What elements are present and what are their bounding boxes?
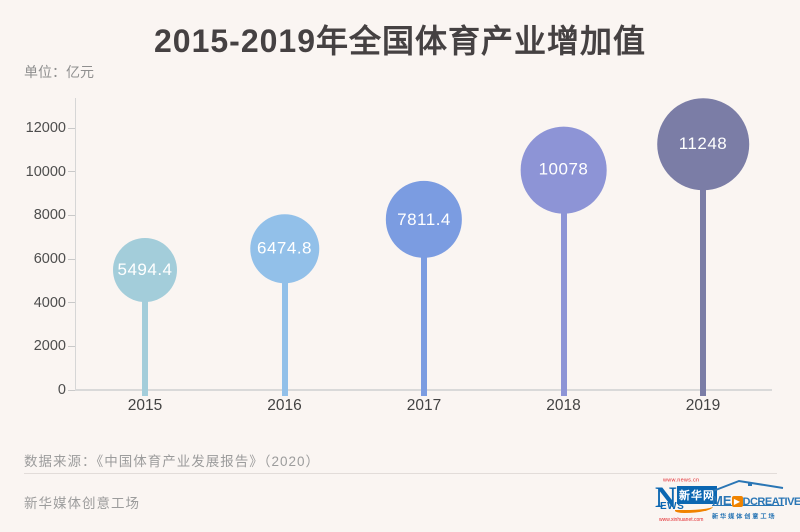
y-tick-label: 6000 [33, 251, 66, 267]
footer-divider [24, 473, 777, 474]
medcreative-rest: DCREATIVE [742, 496, 800, 508]
lollipop-bubble: 6474.8 [249, 213, 320, 284]
lollipop-bubble: 5494.4 [113, 238, 177, 303]
y-tick-label: 0 [57, 382, 66, 398]
chart-title: 2015-2019年全国体育产业增加值 [153, 23, 647, 59]
y-tick-mark [68, 389, 75, 391]
medcreative-me: ME [712, 493, 732, 508]
lollipop-bubble: 11248 [657, 98, 749, 191]
xinhua-news-suffix: EWS [660, 501, 685, 512]
lollipop-stem [700, 144, 706, 396]
y-tick-mark [68, 345, 75, 347]
xinhua-name-box: 新华网 [677, 486, 717, 504]
unit-label: 单位：亿元 [24, 64, 94, 80]
xinhua-logo-mark: N 新华网 EWS [655, 481, 718, 515]
lollipop-stem [281, 248, 288, 396]
y-axis [75, 98, 76, 391]
xinhua-url-top: www.news.cn [663, 477, 700, 484]
y-tick-mark [68, 214, 75, 216]
xinhua-url-bottom: www.xinhuanet.com [659, 517, 704, 523]
y-tick-label: 10000 [25, 163, 66, 180]
studio-name: 新华媒体创意工场 [24, 496, 140, 511]
x-tick-label: 2019 [685, 397, 721, 414]
lollipop-stem [142, 270, 148, 396]
x-tick-label: 2015 [127, 397, 163, 414]
lollipop-bubble: 10078 [520, 126, 607, 214]
x-tick-label: 2017 [406, 397, 442, 414]
x-tick-label: 2018 [546, 397, 581, 414]
y-tick-mark [68, 127, 75, 129]
y-tick-label: 8000 [33, 207, 66, 224]
y-tick-label: 12000 [25, 120, 66, 136]
lollipop-stem [560, 169, 567, 396]
medcreative-logo: ME ▶ DCREATIVE 新华媒体创意工场 [712, 479, 800, 525]
xinhuanet-logo: www.news.cn N 新华网 EWS www.xinhuanet.com [655, 477, 718, 525]
data-source: 数据来源：《中国体育产业发展报告》（2020） [24, 454, 321, 469]
y-tick-mark [68, 302, 75, 304]
lollipop-stem [421, 219, 427, 396]
y-tick-label: 4000 [33, 294, 66, 311]
play-icon: ▶ [731, 496, 743, 507]
roof-icon [712, 479, 784, 492]
y-tick-mark [68, 258, 75, 260]
y-tick-label: 2000 [33, 338, 66, 355]
lollipop-bubble: 7811.4 [385, 181, 463, 258]
xinhua-swoosh-icon [675, 504, 713, 513]
medcreative-caption: 新华媒体创意工场 [712, 513, 777, 521]
xinhua-n-letter: N [655, 481, 677, 514]
medcreative-wordmark: ME ▶ DCREATIVE [712, 492, 800, 508]
y-tick-mark [68, 171, 75, 173]
x-tick-label: 2016 [267, 397, 302, 414]
